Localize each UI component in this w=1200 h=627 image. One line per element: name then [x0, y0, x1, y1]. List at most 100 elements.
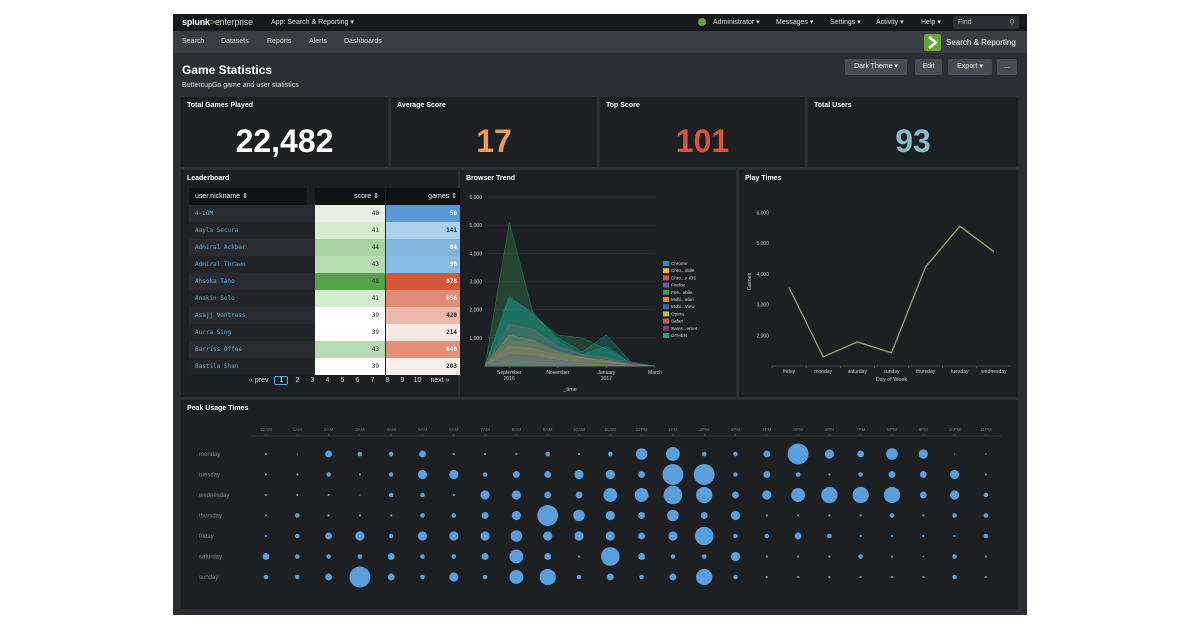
usage-bubble[interactable] [922, 514, 925, 517]
usage-bubble[interactable] [668, 531, 678, 541]
usage-bubble[interactable] [639, 574, 644, 580]
usage-bubble[interactable] [452, 493, 455, 497]
usage-bubble[interactable] [857, 450, 865, 458]
usage-bubble[interactable] [765, 555, 768, 558]
usage-bubble[interactable] [390, 514, 393, 517]
usage-bubble[interactable] [509, 549, 524, 564]
usage-bubble[interactable] [451, 513, 457, 518]
usage-bubble[interactable] [733, 451, 738, 457]
pager-page[interactable]: 4 [325, 377, 330, 384]
usage-bubble[interactable] [417, 531, 428, 541]
usage-bubble[interactable] [890, 534, 894, 538]
usage-bubble[interactable] [449, 531, 459, 541]
usage-bubble[interactable] [824, 449, 835, 459]
usage-bubble[interactable] [264, 514, 268, 517]
usage-bubble[interactable] [355, 531, 365, 541]
nickname-cell[interactable]: Ahsoka Tano [195, 278, 235, 285]
usage-bubble[interactable] [985, 453, 987, 455]
column-nickname[interactable]: user.nickname ⇕ [189, 188, 307, 205]
usage-bubble[interactable] [701, 554, 707, 559]
table-row[interactable]: Bastila Shan 39 203 [189, 358, 463, 375]
dark-theme-button[interactable]: Dark Theme ▾ [845, 59, 907, 75]
usage-bubble[interactable] [358, 473, 361, 476]
usage-bubble[interactable] [449, 572, 459, 582]
usage-bubble[interactable] [828, 473, 831, 476]
usage-bubble[interactable] [889, 513, 895, 518]
usage-bubble[interactable] [419, 450, 426, 458]
usage-bubble[interactable] [358, 514, 361, 517]
search-icon[interactable]: ⚲ [1009, 18, 1015, 27]
find-input[interactable]: Find ⚲ [953, 16, 1019, 29]
usage-bubble[interactable] [573, 509, 585, 522]
usage-bubble[interactable] [577, 555, 581, 558]
usage-bubble[interactable] [828, 555, 831, 558]
usage-bubble[interactable] [539, 568, 556, 586]
usage-bubble[interactable] [919, 491, 927, 499]
usage-bubble[interactable] [544, 491, 552, 499]
usage-bubble[interactable] [264, 534, 268, 538]
usage-bubble[interactable] [451, 554, 457, 559]
column-games[interactable]: games ⇕ [386, 188, 463, 205]
nickname-cell[interactable]: Aayla Secura [195, 227, 239, 234]
table-row[interactable]: Anakin Solo 41 656 [189, 290, 463, 307]
table-row[interactable]: Asajj Ventress 39 420 [189, 307, 463, 324]
usage-bubble[interactable] [730, 510, 741, 521]
usage-bubble[interactable] [325, 532, 333, 540]
nickname-cell[interactable]: Admiral Ackbar [195, 244, 246, 251]
usage-bubble[interactable] [828, 575, 831, 579]
usage-bubble[interactable] [797, 514, 800, 517]
usage-bubble[interactable] [983, 533, 989, 539]
usage-bubble[interactable] [638, 471, 646, 478]
usage-bubble[interactable] [984, 555, 988, 558]
usage-bubble[interactable] [883, 486, 901, 504]
usage-bubble[interactable] [296, 453, 298, 455]
usage-bubble[interactable] [420, 492, 425, 498]
table-row[interactable]: Ahsoka Tano 48 878 [189, 273, 463, 290]
nickname-cell[interactable]: Admiral Thrawn [195, 261, 246, 268]
usage-bubble[interactable] [482, 574, 488, 580]
nickname-cell[interactable]: Asajj Ventress [195, 312, 246, 319]
usage-bubble[interactable] [417, 469, 428, 480]
usage-bubble[interactable] [859, 514, 862, 517]
usage-bubble[interactable] [577, 452, 581, 456]
nickname-cell[interactable]: Bastila Shan [195, 363, 239, 370]
usage-bubble[interactable] [858, 554, 863, 559]
usage-bubble[interactable] [512, 471, 520, 478]
usage-bubble[interactable] [638, 532, 646, 540]
export-button[interactable]: Export ▾ [948, 59, 992, 75]
menu-activity[interactable]: Activity ▾ [876, 19, 904, 26]
usage-bubble[interactable] [537, 505, 559, 526]
usage-bubble[interactable] [608, 451, 613, 457]
usage-bubble[interactable] [922, 575, 925, 579]
usage-bubble[interactable] [606, 573, 614, 581]
nav-alerts[interactable]: Alerts [309, 38, 327, 45]
usage-bubble[interactable] [511, 490, 522, 500]
usage-bubble[interactable] [452, 452, 455, 456]
usage-bubble[interactable] [890, 555, 894, 558]
nickname-cell[interactable]: 4-LOM [195, 210, 214, 217]
usage-bubble[interactable] [852, 486, 869, 504]
more-button[interactable]: ... [997, 59, 1017, 75]
pager-page[interactable]: 7 [370, 377, 375, 384]
column-score[interactable]: score ⇕ [315, 188, 385, 205]
table-row[interactable]: Barriss Offee 43 640 [189, 341, 463, 358]
usage-bubble[interactable] [918, 449, 928, 459]
usage-bubble[interactable] [510, 530, 523, 542]
usage-bubble[interactable] [733, 472, 738, 477]
usage-bubble[interactable] [890, 575, 894, 579]
area-series-10[interactable] [484, 295, 656, 367]
usage-bubble[interactable] [359, 494, 361, 496]
usage-bubble[interactable] [694, 526, 714, 546]
table-row[interactable]: Aayla Secura 41 141 [189, 222, 463, 239]
usage-bubble[interactable] [919, 471, 927, 478]
usage-bubble[interactable] [886, 448, 898, 460]
usage-bubble[interactable] [952, 513, 957, 518]
pager-page[interactable]: 1 [274, 376, 289, 385]
usage-bubble[interactable] [387, 573, 395, 581]
usage-bubble[interactable] [544, 553, 552, 560]
usage-bubble[interactable] [326, 554, 331, 559]
usage-bubble[interactable] [827, 533, 832, 539]
usage-bubble[interactable] [262, 553, 270, 560]
usage-bubble[interactable] [420, 513, 425, 518]
usage-bubble[interactable] [665, 447, 680, 461]
